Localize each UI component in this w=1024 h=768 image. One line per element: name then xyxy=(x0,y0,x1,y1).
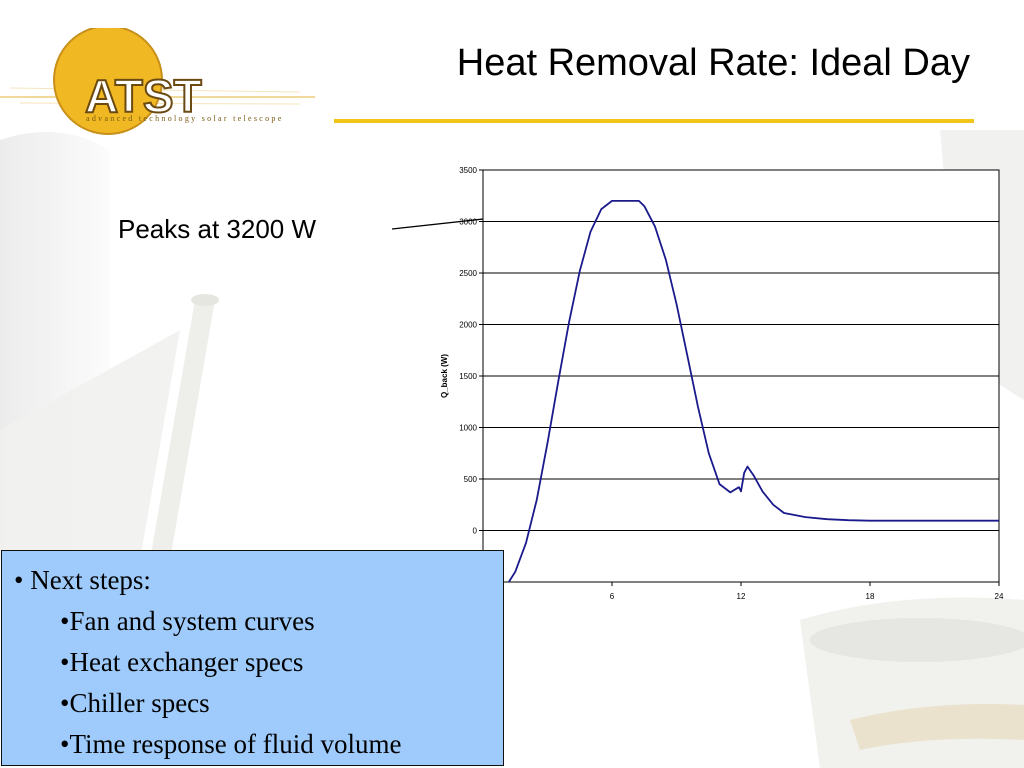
logo-text: ATST xyxy=(85,70,202,122)
y-tick-label: 3000 xyxy=(459,218,477,227)
y-tick-label: 1000 xyxy=(459,424,477,433)
next-step-item: •Time response of fluid volume xyxy=(60,729,402,759)
x-tick-label: 18 xyxy=(866,592,875,601)
next-steps-box: • Next steps: •Fan and system curves •He… xyxy=(1,550,504,766)
next-step-item: •Fan and system curves xyxy=(60,606,315,636)
y-tick-label: 2500 xyxy=(459,269,477,278)
y-tick-label: 2000 xyxy=(459,321,477,330)
peak-annotation: Peaks at 3200 W xyxy=(118,214,316,244)
series-line xyxy=(508,200,999,583)
logo-caption: advanced technology solar telescope xyxy=(86,114,284,123)
next-step-item: •Chiller specs xyxy=(60,688,210,718)
atst-logo: ATST xyxy=(0,28,315,135)
x-tick-label: 6 xyxy=(610,592,615,601)
heat-removal-chart: 0 500 1000 1500 2000 2500 3000 3500 6 12 18 24 Q_bac… xyxy=(440,166,1004,601)
page-title: Heat Removal Rate: Ideal Day xyxy=(456,42,970,84)
x-tick-label: 12 xyxy=(737,592,746,601)
title-underline xyxy=(334,119,974,123)
y-tick-label: 0 xyxy=(473,527,478,536)
x-tick-label: 24 xyxy=(995,592,1004,601)
y-tick-label: 1500 xyxy=(459,372,477,381)
y-tick-label: 500 xyxy=(464,475,478,484)
next-step-item: •Heat exchanger specs xyxy=(60,647,304,677)
y-tick-label: 3500 xyxy=(459,166,477,175)
next-steps-heading: • Next steps: xyxy=(14,565,151,595)
y-axis-title: Q_back (W) xyxy=(440,354,449,398)
